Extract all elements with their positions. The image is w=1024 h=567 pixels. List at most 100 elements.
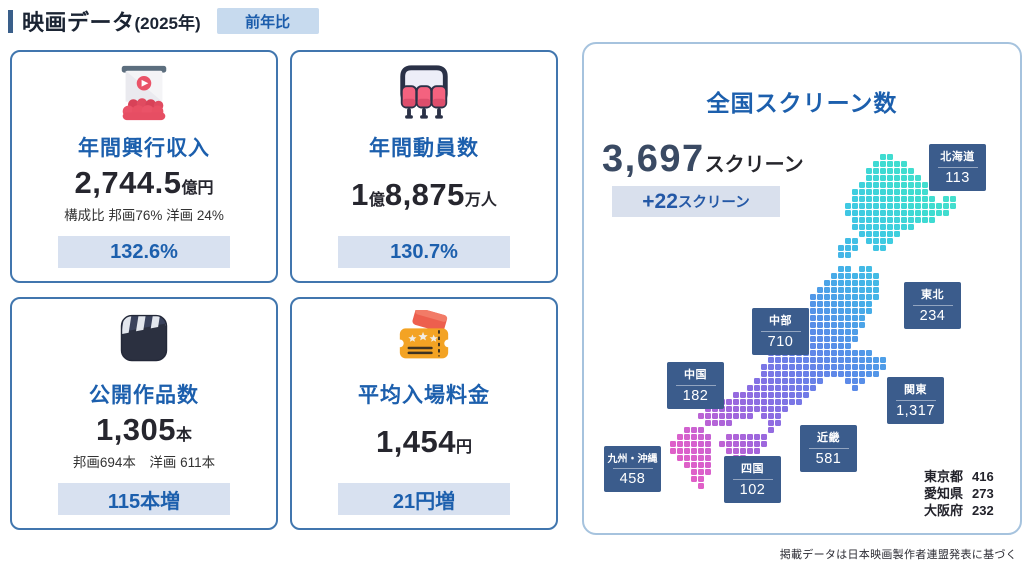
map-cell bbox=[873, 196, 879, 202]
card-value: 1 億 8,875 万人 bbox=[351, 177, 497, 213]
map-cell bbox=[768, 357, 774, 363]
map-cell bbox=[824, 280, 830, 286]
value-part: スクリーン bbox=[677, 195, 750, 211]
map-cell bbox=[880, 364, 886, 370]
map-cell bbox=[684, 427, 690, 433]
region-name: 東北 bbox=[921, 289, 944, 301]
map-cell bbox=[873, 175, 879, 181]
map-cell bbox=[691, 448, 697, 454]
map-cell bbox=[894, 210, 900, 216]
region-badge-kyushu-okinawa: 九州・沖縄 458 bbox=[604, 446, 661, 492]
change-value-badge: 115本増 bbox=[58, 483, 230, 515]
map-cell bbox=[901, 168, 907, 174]
map-cell bbox=[838, 308, 844, 314]
value-part: 8,875 bbox=[384, 177, 465, 212]
map-cell bbox=[852, 224, 858, 230]
map-cell bbox=[719, 406, 725, 412]
badge-divider bbox=[912, 305, 953, 306]
map-cell bbox=[824, 350, 830, 356]
map-cell bbox=[768, 378, 774, 384]
map-cell bbox=[845, 273, 851, 279]
map-cell bbox=[894, 203, 900, 209]
region-badge-kanto: 関東 1,317 bbox=[887, 377, 944, 424]
map-cell bbox=[887, 175, 893, 181]
map-cell bbox=[761, 392, 767, 398]
map-cell bbox=[810, 336, 816, 342]
yoy-value-badge: 130.7% bbox=[338, 236, 510, 268]
map-cell bbox=[796, 392, 802, 398]
map-cell bbox=[859, 287, 865, 293]
region-name: 九州・沖縄 bbox=[607, 454, 658, 465]
prefecture-name: 愛知県 bbox=[924, 486, 964, 501]
map-cell bbox=[698, 455, 704, 461]
map-cell bbox=[929, 196, 935, 202]
map-cell bbox=[866, 196, 872, 202]
map-cell bbox=[789, 378, 795, 384]
map-cell bbox=[845, 266, 851, 272]
map-cell bbox=[845, 294, 851, 300]
map-cell bbox=[789, 357, 795, 363]
card-sub: 構成比 邦画76% 洋画 24% bbox=[64, 208, 224, 223]
map-cell bbox=[866, 371, 872, 377]
map-cell bbox=[859, 217, 865, 223]
map-cell bbox=[845, 378, 851, 384]
map-cell bbox=[838, 287, 844, 293]
map-cell bbox=[705, 448, 711, 454]
map-cell bbox=[817, 371, 823, 377]
map-cell bbox=[859, 273, 865, 279]
value-part: スクリーン bbox=[704, 154, 804, 176]
map-cell bbox=[908, 196, 914, 202]
map-cell bbox=[915, 217, 921, 223]
map-cell bbox=[810, 308, 816, 314]
stat-card-box-office: 年間興行収入 2,744.5 億円 構成比 邦画76% 洋画 24% 132.6% bbox=[10, 50, 278, 283]
map-cell bbox=[929, 210, 935, 216]
map-cell bbox=[803, 392, 809, 398]
map-cell bbox=[831, 371, 837, 377]
map-cell bbox=[768, 385, 774, 391]
map-cell bbox=[887, 210, 893, 216]
map-cell bbox=[817, 294, 823, 300]
map-cell bbox=[873, 294, 879, 300]
region-name: 北海道 bbox=[940, 151, 975, 163]
map-cell bbox=[880, 224, 886, 230]
map-cell bbox=[810, 385, 816, 391]
map-cell bbox=[838, 329, 844, 335]
map-cell bbox=[768, 427, 774, 433]
map-cell bbox=[824, 308, 830, 314]
map-cell bbox=[698, 483, 704, 489]
map-cell bbox=[922, 182, 928, 188]
map-cell bbox=[768, 364, 774, 370]
map-cell bbox=[901, 217, 907, 223]
map-cell bbox=[838, 336, 844, 342]
map-cell bbox=[901, 224, 907, 230]
map-cell bbox=[817, 378, 823, 384]
map-cell bbox=[852, 385, 858, 391]
map-cell bbox=[726, 420, 732, 426]
map-cell bbox=[789, 371, 795, 377]
map-cell bbox=[726, 448, 732, 454]
map-cell bbox=[873, 168, 879, 174]
map-cell bbox=[831, 273, 837, 279]
map-cell bbox=[859, 196, 865, 202]
map-cell bbox=[831, 329, 837, 335]
map-cell bbox=[887, 161, 893, 167]
map-cell bbox=[754, 448, 760, 454]
map-cell bbox=[859, 357, 865, 363]
map-cell bbox=[768, 413, 774, 419]
map-cell bbox=[838, 350, 844, 356]
value-part: 円 bbox=[456, 439, 473, 456]
map-cell bbox=[901, 189, 907, 195]
map-cell bbox=[908, 182, 914, 188]
map-cell bbox=[754, 441, 760, 447]
map-cell bbox=[775, 357, 781, 363]
map-cell bbox=[845, 343, 851, 349]
map-cell bbox=[894, 182, 900, 188]
map-cell bbox=[691, 476, 697, 482]
map-cell bbox=[761, 364, 767, 370]
map-cell bbox=[824, 287, 830, 293]
map-cell bbox=[866, 189, 872, 195]
map-cell bbox=[803, 385, 809, 391]
map-cell bbox=[747, 448, 753, 454]
map-cell bbox=[845, 350, 851, 356]
map-cell bbox=[796, 385, 802, 391]
